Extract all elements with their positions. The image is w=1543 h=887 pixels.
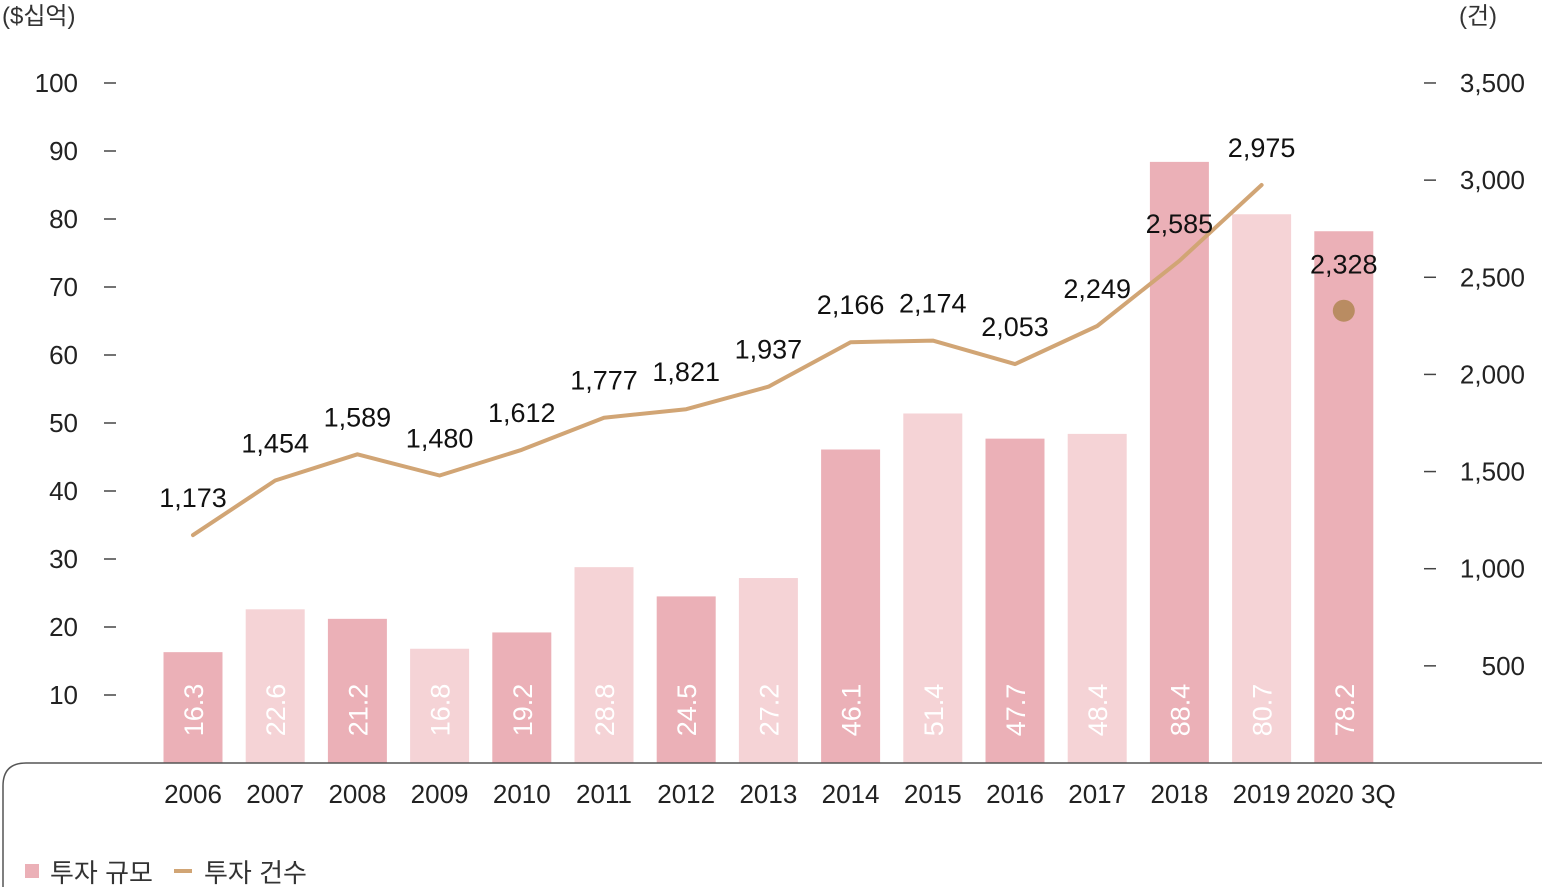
bar-2009 <box>410 648 470 763</box>
right-axis-tick-label: 3,000 <box>1460 165 1525 195</box>
left-axis-unit: ($십억) <box>2 3 76 30</box>
bar-2007 <box>245 609 305 763</box>
bar-2015 <box>903 413 963 763</box>
count-value-label: 1,937 <box>735 335 803 365</box>
bar-2017 <box>1067 433 1127 763</box>
right-axis-tick-label: 1,500 <box>1460 457 1525 487</box>
right-axis-tick-label: 1,000 <box>1460 554 1525 584</box>
count-value-label: 1,777 <box>570 366 638 396</box>
bar-value-label: 27.2 <box>754 684 784 737</box>
x-axis-tick-label: 2014 <box>822 779 880 809</box>
legend-label-line: 투자 건수 <box>204 858 307 887</box>
legend-swatch-bar <box>25 864 39 878</box>
x-axis-tick-label: 2020 3Q <box>1296 779 1396 809</box>
count-value-label: 1,480 <box>406 423 474 453</box>
bar-2016 <box>985 438 1045 763</box>
count-value-label: 1,589 <box>324 402 392 432</box>
right-axis-tick-label: 2,500 <box>1460 262 1525 292</box>
count-value-label: 2,174 <box>899 289 967 319</box>
right-axis: (건) 500 1,000 1,500 2,000 2,500 3,000 3,500 <box>1424 3 1525 681</box>
count-value-label: 2,053 <box>981 312 1049 342</box>
x-axis-tick-label: 2015 <box>904 779 962 809</box>
count-point-2020-3q <box>1332 299 1355 322</box>
x-axis-tick-label: 2019 <box>1233 779 1291 809</box>
count-value-label: 1,612 <box>488 398 556 428</box>
bar-value-label: 48.4 <box>1083 684 1113 737</box>
left-axis-tick-label: 90 <box>49 136 78 166</box>
bar-value-label: 16.3 <box>179 684 209 737</box>
bar-2008 <box>327 618 387 763</box>
x-axis: 2006 2007 2008 2009 2010 2011 2012 2013 2014 2015… <box>2 762 1542 887</box>
x-axis-tick-label: 2016 <box>986 779 1044 809</box>
count-value-label: 1,454 <box>241 429 309 459</box>
left-axis-tick-label: 40 <box>49 476 78 506</box>
bar-value-label: 78.2 <box>1330 684 1360 737</box>
bar-value-label: 24.5 <box>672 684 702 737</box>
count-value-label: 2,166 <box>817 290 885 320</box>
count-value-label: 2,585 <box>1146 209 1214 239</box>
bar-value-label: 47.7 <box>1001 684 1031 737</box>
legend: 투자 규모 투자 건수 <box>25 858 307 887</box>
bar-2010 <box>492 632 552 763</box>
left-axis-tick-label: 100 <box>35 68 78 98</box>
count-value-label: 1,821 <box>652 357 720 387</box>
left-axis-tick-label: 30 <box>49 544 78 574</box>
legend-label-bar: 투자 규모 <box>50 858 153 887</box>
bar-value-labels: 16.3 22.6 21.2 16.8 19.2 28.8 24.5 27.2 46.1 51.4… <box>179 684 1360 737</box>
right-axis-tick-label: 3,500 <box>1460 68 1525 98</box>
left-axis-tick-label: 60 <box>49 340 78 370</box>
right-axis-unit: (건) <box>1459 3 1497 30</box>
count-value-label: 2,249 <box>1063 274 1131 304</box>
line-value-labels: 1,173 1,454 1,589 1,480 1,612 1,777 1,821 1,937… <box>159 133 1377 513</box>
x-axis-tick-label: 2013 <box>739 779 797 809</box>
bar-2011 <box>574 567 634 763</box>
bar-value-label: 51.4 <box>919 684 949 737</box>
left-axis-tick-label: 80 <box>49 204 78 234</box>
right-axis-tick-label: 500 <box>1482 651 1525 681</box>
count-value-label: 1,173 <box>159 483 227 513</box>
bar-value-label: 46.1 <box>837 684 867 737</box>
right-axis-tick-label: 2,000 <box>1460 359 1525 389</box>
x-axis-tick-label: 2010 <box>493 779 551 809</box>
bar-value-label: 16.8 <box>426 684 456 737</box>
x-axis-tick-label: 2008 <box>328 779 386 809</box>
bar-2018 <box>1149 161 1209 763</box>
bar-2006 <box>163 652 223 763</box>
left-axis-tick-label: 10 <box>49 680 78 710</box>
left-axis-tick-label: 50 <box>49 408 78 438</box>
bar-value-label: 28.8 <box>590 684 620 737</box>
bar-2014 <box>821 449 881 763</box>
count-value-label: 2,975 <box>1228 133 1296 163</box>
count-line <box>191 183 1264 538</box>
x-axis-tick-label: 2006 <box>164 779 222 809</box>
x-axis-tick-label: 2007 <box>246 779 304 809</box>
bar-2012 <box>656 596 716 763</box>
bar-value-label: 88.4 <box>1165 684 1195 737</box>
left-axis: ($십억) 10 20 30 40 50 60 70 80 90 100 <box>2 3 116 710</box>
count-value-label: 2,328 <box>1310 250 1378 280</box>
x-axis-tick-label: 2012 <box>657 779 715 809</box>
x-axis-tick-label: 2017 <box>1068 779 1126 809</box>
bar-2019 <box>1232 214 1292 764</box>
x-axis-tick-label: 2009 <box>411 779 469 809</box>
left-axis-tick-label: 70 <box>49 272 78 302</box>
bar-value-label: 80.7 <box>1248 684 1278 737</box>
x-axis-tick-label: 2011 <box>576 779 632 809</box>
left-axis-tick-label: 20 <box>49 612 78 642</box>
bar-value-label: 21.2 <box>343 684 373 737</box>
line-series <box>191 183 1355 538</box>
bar-value-label: 22.6 <box>261 684 291 737</box>
x-axis-tick-label: 2018 <box>1150 779 1208 809</box>
x-axis-line <box>2 762 1542 887</box>
bar-value-label: 19.2 <box>508 684 538 737</box>
bar-2013 <box>738 578 798 763</box>
bar-series <box>163 161 1374 764</box>
